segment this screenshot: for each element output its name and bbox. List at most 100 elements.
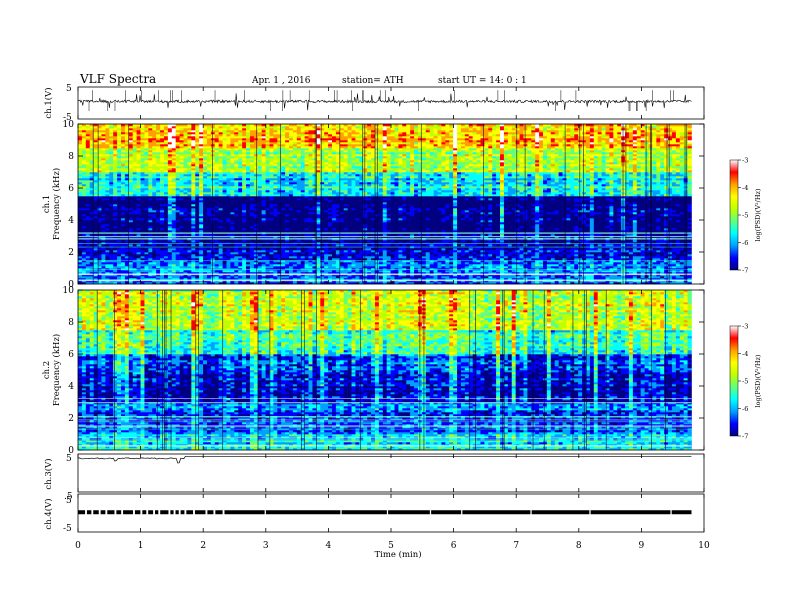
- spectrogram-cell: [637, 266, 641, 268]
- spectrogram-cell: [492, 276, 496, 278]
- spectrogram-cell: [652, 254, 656, 256]
- spectrogram-cell: [504, 262, 508, 264]
- spectrogram-cell: [480, 262, 484, 264]
- spectrogram-cell: [566, 252, 570, 254]
- spectrogram-cell: [672, 256, 676, 258]
- spectrogram-cell: [332, 256, 336, 258]
- spectrogram-cell: [230, 256, 234, 258]
- spectrogram-cell: [473, 270, 477, 272]
- spectrogram-cell: [387, 276, 391, 278]
- spectrogram-cell: [629, 256, 633, 258]
- spectrogram-cell: [629, 258, 633, 260]
- spectrogram-cell: [613, 254, 617, 256]
- spectrogram-cell: [480, 254, 484, 256]
- spectrogram-cell: [176, 250, 180, 252]
- spectrogram-cell: [398, 256, 402, 258]
- spectrogram-cell: [441, 254, 445, 256]
- spectrogram-cell: [465, 254, 469, 256]
- spectrogram-cell: [223, 256, 227, 258]
- spectrogram-cell: [184, 266, 188, 268]
- spectrogram-cell: [473, 258, 477, 260]
- spectrogram-cell: [578, 254, 582, 256]
- spectrogram-cell: [660, 252, 664, 254]
- spectrogram-cell: [445, 254, 449, 256]
- spectrogram-cell: [297, 252, 301, 254]
- spectrogram-cell: [164, 262, 168, 264]
- spectrogram-cell: [660, 262, 664, 264]
- spectrogram-cell: [82, 266, 86, 268]
- spectrogram-cell: [133, 256, 137, 258]
- spectrogram-cell: [164, 266, 168, 268]
- spectrogram-cell: [488, 254, 492, 256]
- spectrogram-cell: [606, 276, 610, 278]
- spectrogram-cell: [637, 256, 641, 258]
- spectrogram-cell: [570, 276, 574, 278]
- spectrogram-cell: [391, 262, 395, 264]
- spectrogram-cell: [434, 254, 438, 256]
- spectrogram-cell: [226, 256, 230, 258]
- spectrogram-cell: [500, 266, 504, 268]
- spectrogram-cell: [555, 254, 559, 256]
- spectrogram-cell: [86, 270, 90, 272]
- spectrogram-cell: [688, 276, 692, 278]
- spectrogram-cell: [641, 256, 645, 258]
- spectrogram-cell: [305, 268, 309, 270]
- spectrogram-cell: [246, 258, 250, 260]
- spectrogram-cell: [207, 264, 211, 266]
- spectrogram-cell: [109, 250, 113, 252]
- spectrogram-cell: [269, 254, 273, 256]
- spectrogram-cell: [176, 264, 180, 266]
- spectrogram-cell: [301, 276, 305, 278]
- spectrogram-cell: [402, 258, 406, 260]
- spectrogram-cell: [332, 254, 336, 256]
- spectrogram-cell: [535, 256, 539, 258]
- spectrogram-cell: [312, 268, 316, 270]
- spectrogram-cell: [312, 258, 316, 260]
- spectrogram-cell: [645, 262, 649, 264]
- spectrogram-cell: [637, 258, 641, 260]
- spectrogram-cell: [340, 276, 344, 278]
- spectrogram-cell: [457, 262, 461, 264]
- spectrogram-cell: [234, 254, 238, 256]
- spectrogram-cell: [684, 264, 688, 266]
- spectrogram-cell: [379, 264, 383, 266]
- spectrogram-cell: [484, 258, 488, 260]
- spectrogram-cell: [434, 258, 438, 260]
- spectrogram-cell: [559, 268, 563, 270]
- spectrogram-cell: [453, 256, 457, 258]
- spectrogram-cell: [215, 250, 219, 252]
- spectrogram-cell: [332, 262, 336, 264]
- spectrogram-cell: [383, 270, 387, 272]
- spectrogram-cell: [312, 256, 316, 258]
- spectrogram-cell: [641, 268, 645, 270]
- spectrogram-cell: [94, 258, 98, 260]
- spectrogram-cell: [203, 252, 207, 254]
- spectrogram-cell: [141, 256, 145, 258]
- spectrogram-cell: [176, 256, 180, 258]
- spectrogram-cell: [469, 256, 473, 258]
- spectrogram-cell: [594, 264, 598, 266]
- spectrogram-cell: [602, 254, 606, 256]
- spectrogram-cell: [160, 252, 164, 254]
- spectrogram-cell: [684, 268, 688, 270]
- spectrogram-cell: [215, 276, 219, 278]
- spectrogram-cell: [539, 256, 543, 258]
- spectrogram-cell: [559, 256, 563, 258]
- spectrogram-cell: [496, 266, 500, 268]
- spectrogram-cell: [133, 262, 137, 264]
- spectrogram-cell: [484, 264, 488, 266]
- spectrogram-cell: [660, 266, 664, 268]
- spectrogram-cell: [531, 266, 535, 268]
- spectrogram-cell: [250, 264, 254, 266]
- spectrogram-cell: [422, 258, 426, 260]
- spectrogram-cell: [594, 258, 598, 260]
- spectrogram-cell: [395, 258, 399, 260]
- spectrogram-cell: [176, 270, 180, 272]
- spectrogram-cell: [398, 276, 402, 278]
- spectrogram-cell: [215, 266, 219, 268]
- ch1-trace: [78, 90, 692, 111]
- spectrogram-cell: [230, 268, 234, 270]
- spectrogram-cell: [199, 256, 203, 258]
- spectrogram-cell: [168, 276, 172, 278]
- spectrogram-cell: [551, 266, 555, 268]
